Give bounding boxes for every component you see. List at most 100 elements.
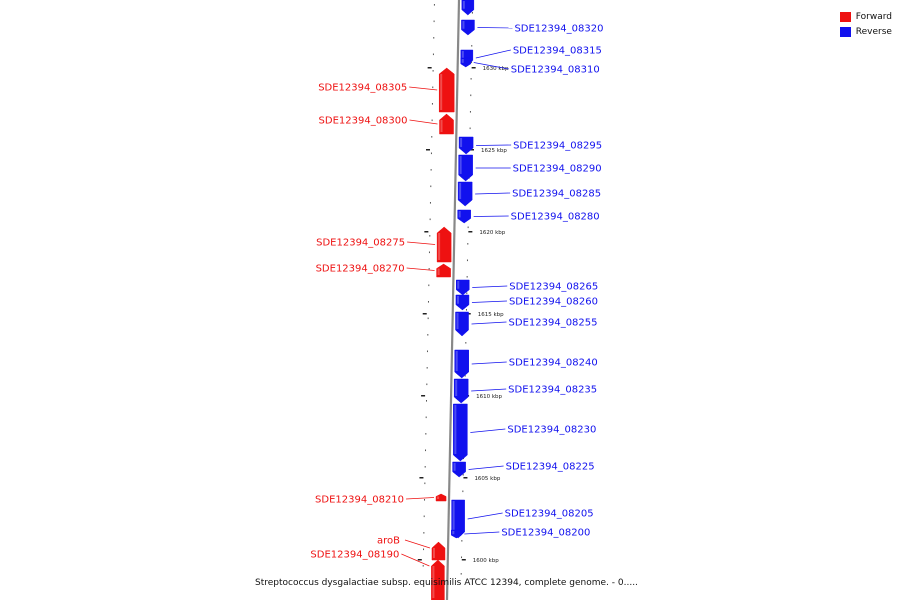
minor-tick-left [429, 218, 431, 221]
minor-tick-right [470, 94, 472, 97]
gene-label-SDE12394_08260[interactable]: SDE12394_08260 [509, 297, 598, 308]
gene-arrow-shine [459, 156, 462, 174]
scale-tick-label: 1630 kbp [483, 66, 509, 72]
gene-arrow-shine [459, 183, 462, 199]
gene-arrow-SDE12394_08230[interactable] [453, 403, 468, 462]
minor-tick-left [427, 301, 429, 303]
gene-arrow-shine [462, 1, 465, 9]
minor-tick-left [423, 515, 425, 518]
gene-arrow-SDE12394_08260[interactable] [455, 294, 470, 311]
gene-label-SDE12394_08210[interactable]: SDE12394_08210 [315, 495, 404, 506]
minor-tick-left [425, 416, 427, 419]
gene-label-SDE12394_08285[interactable]: SDE12394_08285 [512, 189, 601, 200]
minor-tick-left [424, 499, 426, 501]
gene-label-SDE12394_08200[interactable]: SDE12394_08200 [501, 528, 590, 539]
gene-arrow-SDE12394_08235[interactable] [453, 378, 469, 404]
gene-arrow-shine [455, 380, 458, 396]
legend-forward-label: Forward [855, 11, 892, 22]
gene-label-SDE12394_08310[interactable]: SDE12394_08310 [511, 65, 600, 76]
minor-tick-right [466, 259, 468, 262]
gene-arrow-SDE12394_08280[interactable] [457, 209, 471, 224]
gene-label-SDE12394_08240[interactable]: SDE12394_08240 [509, 358, 598, 369]
gene-leader-SDE12394_08275 [407, 241, 436, 245]
gene-label-SDE12394_08305[interactable]: SDE12394_08305 [318, 83, 407, 94]
gene-label-SDE12394_08255[interactable]: SDE12394_08255 [509, 318, 598, 329]
gene-arrow-aroB[interactable] [431, 541, 446, 561]
gene-arrow-SDE12394_08265[interactable] [456, 279, 470, 296]
gene-arrow-SDE12394_08300[interactable] [439, 113, 454, 135]
gene-leader-SDE12394_08305 [409, 86, 438, 91]
minor-tick-left [424, 482, 426, 485]
gene-label-SDE12394_08270[interactable]: SDE12394_08270 [316, 264, 405, 275]
minor-tick-left [432, 86, 434, 89]
gene-arrow-SDE12394_08270[interactable] [436, 263, 451, 278]
gene-label-SDE12394_08230[interactable]: SDE12394_08230 [507, 425, 596, 436]
gene-arrow-SDE12394_08240[interactable] [454, 349, 469, 379]
gene-label-SDE12394_08265[interactable]: SDE12394_08265 [509, 282, 598, 293]
gene-label-SDE12394_08275[interactable]: SDE12394_08275 [316, 238, 405, 249]
gene-arrow-shine [458, 211, 461, 218]
gene-arrow-shine [453, 463, 456, 471]
minor-tick-right [467, 243, 469, 245]
gene-arrow-SDE12394_08320[interactable] [461, 19, 475, 36]
legend-forward[interactable]: Forward [839, 9, 892, 24]
minor-tick-right [471, 12, 473, 14]
gene-arrow-SDE12394_08295[interactable] [458, 136, 474, 155]
minor-tick-left [422, 565, 424, 567]
major-tick-right [463, 477, 468, 479]
minor-tick-left [431, 103, 433, 105]
gene-arrow-shine [440, 74, 443, 110]
gene-arrow-shine [456, 296, 459, 304]
genome-caption: Streptococcus dysgalactiae subsp. equisi… [255, 578, 638, 588]
gene-arrow-SDE12394_08200[interactable] [451, 529, 462, 539]
gene-label-SDE12394_08190[interactable]: SDE12394_08190 [310, 550, 399, 561]
gene-arrow-SDE12394_08255[interactable] [455, 311, 469, 337]
minor-tick-right [470, 78, 472, 80]
minor-tick-left [424, 466, 426, 468]
gene-arrow-SDE12394_08290[interactable] [458, 154, 473, 182]
gene-leader-SDE12394_08205 [467, 512, 503, 520]
gene-arrow-shine [452, 501, 455, 531]
legend: Forward Reverse [839, 9, 892, 39]
gene-label-SDE12394_08235[interactable]: SDE12394_08235 [508, 385, 597, 396]
gene-arrow-SDE12394_08285[interactable] [457, 181, 473, 207]
gene-label-SDE12394_08290[interactable]: SDE12394_08290 [513, 164, 602, 175]
minor-tick-left [430, 185, 432, 188]
gene-arrow-SDE12394_08320[interactable] [461, 0, 475, 16]
gene-arrow-SDE12394_08210[interactable] [435, 493, 447, 502]
gene-label-SDE12394_08205[interactable]: SDE12394_08205 [505, 509, 594, 520]
minor-tick-left [426, 350, 428, 353]
minor-tick-left [428, 284, 430, 287]
gene-leader-aroB [404, 539, 431, 549]
gene-label-aroB[interactable]: aroB [377, 536, 400, 547]
gene-leader-SDE12394_08295 [476, 144, 512, 146]
gene-leader-SDE12394_08255 [471, 321, 507, 325]
gene-leader-SDE12394_08235 [471, 388, 507, 392]
forward-swatch [839, 11, 851, 22]
minor-tick-left [433, 20, 435, 23]
major-tick-left [427, 67, 432, 69]
minor-tick-left [429, 235, 431, 237]
gene-arrow-shine [432, 566, 435, 598]
minor-tick-left [431, 119, 433, 122]
gene-leader-SDE12394_08225 [468, 465, 504, 470]
gene-leader-SDE12394_08210 [406, 497, 435, 500]
gene-arrow-SDE12394_08310[interactable] [460, 57, 471, 68]
minor-tick-left [430, 169, 432, 171]
gene-arrow-shine [452, 531, 455, 535]
gene-arrow-SDE12394_08225[interactable] [452, 461, 466, 478]
gene-label-SDE12394_08315[interactable]: SDE12394_08315 [513, 46, 602, 57]
legend-reverse[interactable]: Reverse [839, 24, 892, 39]
gene-arrow-SDE12394_08190[interactable] [431, 559, 445, 600]
gene-arrow-SDE12394_08275[interactable] [436, 226, 452, 263]
gene-label-SDE12394_08280[interactable]: SDE12394_08280 [511, 212, 600, 223]
gene-arrow-shine [456, 313, 459, 329]
minor-tick-right [470, 61, 472, 64]
gene-label-SDE12394_08320[interactable]: SDE12394_08320 [514, 24, 603, 35]
gene-label-SDE12394_08225[interactable]: SDE12394_08225 [506, 462, 595, 473]
gene-label-SDE12394_08295[interactable]: SDE12394_08295 [513, 141, 602, 152]
gene-arrow-SDE12394_08305[interactable] [438, 67, 455, 113]
gene-label-SDE12394_08300[interactable]: SDE12394_08300 [319, 116, 408, 127]
gene-leader-SDE12394_08270 [406, 267, 435, 271]
minor-tick-right [471, 45, 473, 47]
